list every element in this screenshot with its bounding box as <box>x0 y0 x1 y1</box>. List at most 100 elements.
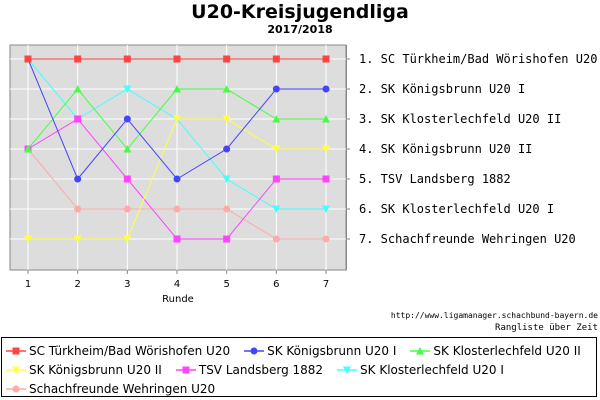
x-axis-label: Runde <box>162 294 194 305</box>
legend-swatch-3 <box>6 366 26 374</box>
data-point-1-6 <box>272 85 280 93</box>
legend-item-4: TSV Landsberg 1882 <box>175 362 324 377</box>
data-point-2-2 <box>73 85 82 93</box>
legend-item-6: Schachfreunde Wehringen U20 <box>6 382 215 396</box>
data-point-0-5 <box>223 55 231 63</box>
legend-swatch-marker-5 <box>343 366 352 374</box>
legend-swatch-marker-2 <box>416 346 425 354</box>
legend-item-0: SC Türkheim/Bad Wörishofen U20 <box>6 344 230 358</box>
series-2 <box>24 85 330 153</box>
x-tick-label-5: 5 <box>223 279 229 290</box>
legend-label-3: SK Königsbrunn U20 II <box>29 362 162 377</box>
x-tick-label-6: 6 <box>273 279 279 290</box>
data-point-5-7 <box>322 205 330 213</box>
legend-swatch-6 <box>6 385 26 392</box>
rank-label-6: 6. SK Klosterlechfeld U20 I <box>359 202 554 216</box>
legend-swatch-0 <box>6 347 26 354</box>
legend-swatch-2 <box>410 346 431 354</box>
data-point-4-3 <box>123 175 131 183</box>
legend-item-2: SK Klosterlechfeld U20 II <box>410 343 581 358</box>
data-point-6-6 <box>272 235 280 243</box>
legend-item-3: SK Königsbrunn U20 II <box>6 363 162 377</box>
legend: SC Türkheim/Bad Wörishofen U20 SK Königs… <box>1 337 597 397</box>
x-tick-label-2: 2 <box>74 279 80 290</box>
legend-label-6: Schachfreunde Wehringen U20 <box>29 381 216 396</box>
data-point-6-7 <box>322 235 330 243</box>
legend-label-1: SK Königsbrunn U20 I <box>267 343 397 358</box>
data-point-3-3 <box>123 235 132 243</box>
legend-label-0: SC Türkheim/Bad Wörishofen U20 <box>29 343 231 358</box>
x-tick-label-7: 7 <box>323 279 329 290</box>
legend-swatch-marker-0 <box>12 347 20 354</box>
x-tick-label-3: 3 <box>124 279 130 290</box>
data-point-0-3 <box>123 55 131 63</box>
rank-label-3: 3. SK Klosterlechfeld U20 II <box>359 112 561 126</box>
data-point-4-6 <box>272 175 280 183</box>
legend-label-4: TSV Landsberg 1882 <box>198 362 324 377</box>
legend-swatch-1 <box>244 347 265 354</box>
data-point-0-1 <box>24 55 32 63</box>
series-0 <box>24 55 330 63</box>
chart-area: 1 2 3 4 5 6 7 Runde 1. SC Türkheim/Bad Wörisho… <box>9 44 597 305</box>
data-point-1-2 <box>74 175 82 183</box>
rank-label-2: 2. SK Königsbrunn U20 I <box>359 82 525 96</box>
series-3 <box>24 115 330 243</box>
data-point-2-5 <box>222 85 231 93</box>
data-point-1-7 <box>322 85 330 93</box>
legend-row-2: SK Königsbrunn U20 II TSV Landsberg 1882… <box>6 360 592 379</box>
data-point-3-2 <box>73 235 82 243</box>
x-tick-label-1: 1 <box>25 279 31 290</box>
data-point-2-1 <box>24 145 32 153</box>
data-point-1-5 <box>223 145 231 153</box>
data-point-3-6 <box>272 145 281 153</box>
data-point-4-7 <box>322 175 330 183</box>
data-point-3-4 <box>173 115 181 123</box>
data-point-4-5 <box>223 235 231 243</box>
rank-label-4: 4. SK Königsbrunn U20 II <box>359 142 532 156</box>
legend-swatch-marker-6 <box>12 385 20 392</box>
legend-swatch-marker-3 <box>12 366 20 374</box>
rank-label-5: 5. TSV Landsberg 1882 <box>359 172 511 186</box>
legend-row-1: SC Türkheim/Bad Wörishofen U20 SK Königs… <box>6 341 592 360</box>
data-point-0-2 <box>74 55 82 63</box>
data-point-0-7 <box>322 55 330 63</box>
legend-item-5: SK Klosterlechfeld U20 I <box>337 363 504 377</box>
source-url: http://www.ligamanager.schachbund-bayern… <box>390 311 598 320</box>
legend-label-2: SK Klosterlechfeld U20 II <box>433 343 581 358</box>
rank-label-1: 1. SC Türkheim/Bad Wörishofen U20 <box>359 52 597 66</box>
legend-label-5: SK Klosterlechfeld U20 I <box>360 362 504 377</box>
data-point-5-5 <box>222 175 231 183</box>
chart-subtitle: 2017/2018 <box>267 23 333 36</box>
x-tick-label-4: 4 <box>174 279 180 290</box>
series-lines <box>24 55 330 243</box>
rank-label-7: 7. Schachfreunde Wehringen U20 <box>359 232 576 246</box>
legend-swatch-marker-1 <box>250 347 258 354</box>
data-point-1-3 <box>123 115 131 123</box>
data-point-0-6 <box>272 55 280 63</box>
legend-swatch-4 <box>175 366 196 373</box>
data-point-5-6 <box>272 205 281 213</box>
data-point-5-3 <box>123 85 132 93</box>
series-6 <box>24 145 330 243</box>
rank-labels: 1. SC Türkheim/Bad Wörishofen U20 2. SK K… <box>346 52 597 246</box>
data-point-4-4 <box>173 235 181 243</box>
plot-background <box>9 44 347 271</box>
data-point-3-1 <box>24 235 32 243</box>
data-point-6-3 <box>123 205 131 213</box>
x-axis-ticks: 1 2 3 4 5 6 7 <box>25 270 329 290</box>
data-point-3-5 <box>222 115 231 123</box>
data-point-3-7 <box>322 145 330 153</box>
data-point-6-5 <box>223 205 231 213</box>
data-point-2-7 <box>322 115 330 123</box>
data-point-1-4 <box>173 175 181 183</box>
data-point-0-4 <box>173 55 181 63</box>
chart-title: U20-Kreisjugendliga <box>191 1 409 23</box>
data-point-6-2 <box>74 205 82 213</box>
legend-item-1: SK Königsbrunn U20 I <box>244 344 396 358</box>
footer-note: Rangliste über Zeit <box>495 323 598 333</box>
data-point-6-4 <box>173 205 181 213</box>
legend-swatch-marker-4 <box>182 366 190 373</box>
data-point-4-2 <box>74 115 82 123</box>
data-point-2-4 <box>173 85 181 93</box>
legend-swatch-5 <box>337 366 358 374</box>
